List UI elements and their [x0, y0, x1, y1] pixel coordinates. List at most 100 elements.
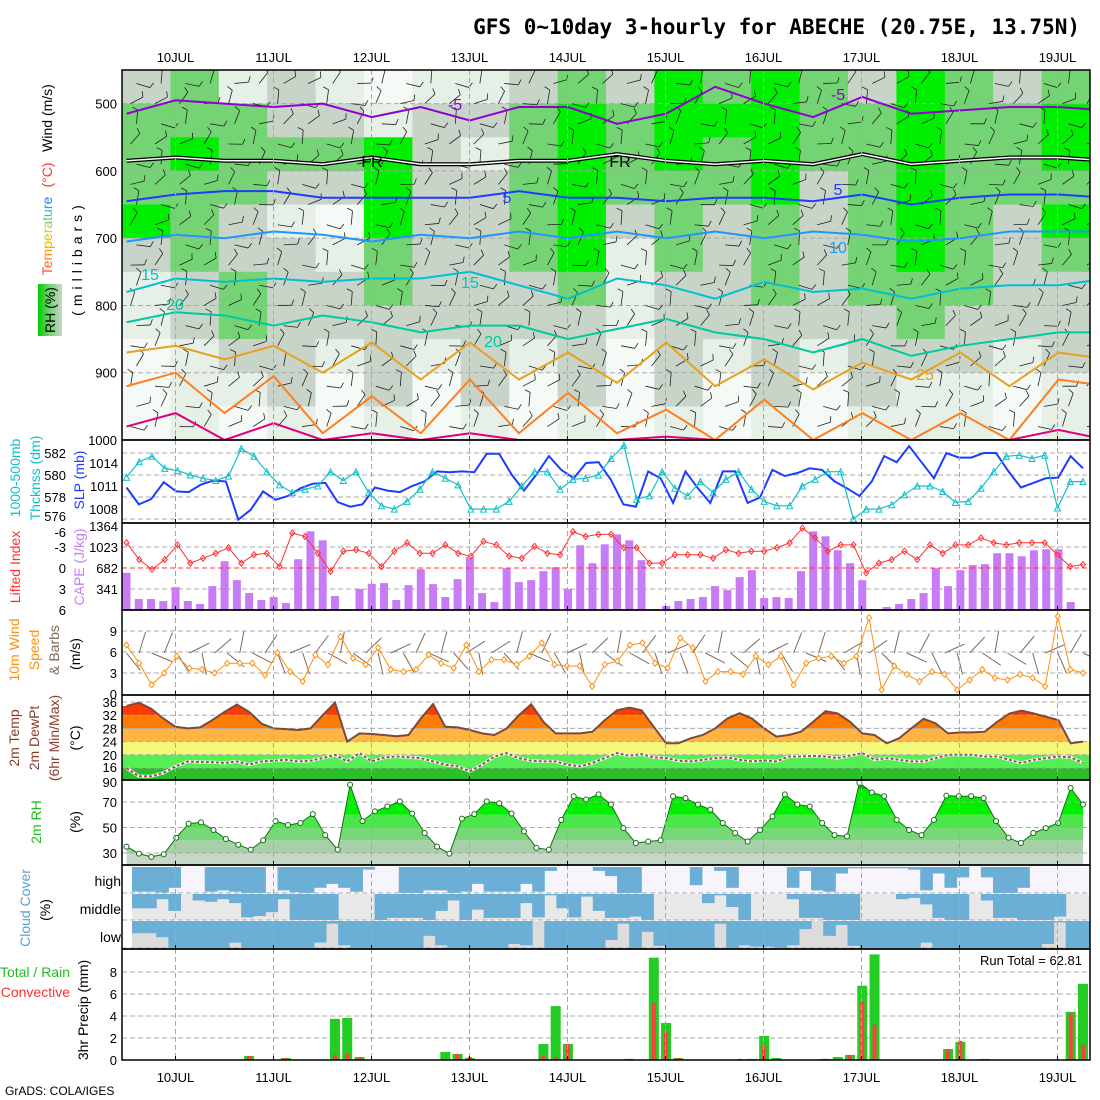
wind-barb — [130, 342, 148, 349]
wind-barb-shaft — [774, 244, 788, 250]
rh-cell — [267, 70, 317, 105]
wind-barb — [890, 102, 909, 109]
cape-bar — [330, 596, 339, 610]
li-marker — [684, 550, 691, 559]
rh-cell — [896, 305, 946, 340]
rh-cell — [751, 103, 801, 138]
wind-barb-shaft — [479, 284, 494, 290]
wind-barb-shaft — [939, 264, 954, 270]
wind-barb-flag — [544, 86, 550, 91]
wind-barb-shaft — [203, 414, 212, 427]
wind-barb-flag — [553, 329, 558, 336]
wind-barb-shaft — [970, 278, 984, 286]
rh-marker — [1005, 834, 1012, 841]
wind-barb-shaft — [602, 405, 617, 409]
wind-barb — [893, 631, 900, 654]
wind-barb — [1086, 302, 1090, 306]
axis-tick-label: 3 — [59, 582, 66, 597]
li-marker — [314, 549, 321, 558]
wind-speed-marker — [400, 667, 407, 676]
date-label: 19JUL — [1039, 1070, 1077, 1085]
wind-barb-flag — [346, 288, 353, 292]
cloud-bar-middle — [1005, 894, 1018, 918]
rh-marker — [359, 818, 366, 825]
wind-barb — [302, 418, 318, 427]
wind-barb — [1069, 633, 1082, 654]
wind-barb-shaft — [896, 365, 911, 368]
wind-barb-shaft — [970, 317, 983, 326]
wind-barb-shaft — [357, 160, 371, 165]
thickness-marker — [1002, 452, 1011, 460]
wind-barb — [253, 257, 270, 266]
cloud-bar-high — [338, 867, 351, 888]
wind-barb-shaft — [994, 273, 1004, 286]
cloud-bar-low — [568, 921, 582, 948]
wind-barb-flag — [836, 160, 841, 167]
wind-barb-shaft — [1093, 271, 1094, 285]
wind-barb-shaft — [577, 118, 592, 125]
cape-bar — [895, 604, 904, 610]
li-marker — [710, 554, 717, 562]
wind-barb-shaft — [571, 103, 586, 108]
wind-barb-flag — [198, 244, 203, 250]
wind-barb-shaft — [823, 163, 838, 167]
li-marker — [1067, 562, 1074, 571]
wind-barb-flag — [904, 417, 906, 424]
wind-barb-shaft — [1062, 254, 1072, 266]
wind-barb-shaft — [645, 143, 660, 148]
wind-barb-shaft — [504, 244, 518, 250]
wind-barb — [371, 409, 378, 427]
wind-barb — [504, 244, 522, 250]
wind-barb-shaft — [816, 90, 822, 104]
wind-barb — [816, 249, 828, 266]
axis-tick-label: 90 — [103, 775, 117, 790]
wind-barb — [982, 652, 1001, 666]
wind-barb-flag — [1033, 278, 1036, 285]
wind-barb-flag — [359, 106, 365, 112]
wind-speed-marker — [865, 613, 873, 622]
wind-barb — [549, 349, 556, 367]
wind-barb-shaft — [381, 123, 396, 125]
wind-barb-shaft — [430, 231, 435, 246]
wind-barb — [498, 212, 512, 226]
wind-barb-shaft — [964, 224, 979, 229]
rh-cell — [944, 238, 994, 273]
wind-barb — [767, 209, 780, 226]
wind-barb-flag — [1008, 159, 1012, 166]
wind-barb-shaft — [522, 212, 532, 225]
wind-barb-shaft — [160, 284, 175, 289]
li-marker — [518, 554, 526, 562]
cloud-panel — [122, 865, 1090, 949]
wind-barb — [841, 371, 854, 387]
wind-barb — [522, 99, 540, 106]
rh-cell — [557, 271, 607, 306]
rh-marker — [670, 793, 677, 800]
wind-barb — [541, 632, 552, 654]
wind-barb-flag — [1002, 179, 1006, 186]
wind-barb-shaft — [1062, 218, 1076, 226]
wind-barb — [820, 187, 826, 205]
cloud-bar-middle — [908, 894, 921, 898]
wind-barb-flag — [850, 371, 854, 378]
wind-barb-shaft — [405, 355, 417, 367]
cloud-bar-low — [920, 921, 933, 943]
wind-barb — [843, 389, 850, 407]
cloud-bar-middle — [847, 894, 861, 920]
wind-barb — [743, 131, 757, 145]
wind-barb-flag — [338, 269, 343, 276]
cloud-bar-low — [1077, 921, 1090, 948]
wind-barb-flag — [247, 242, 252, 249]
thickness-marker — [747, 485, 756, 493]
cloud-bar-high — [798, 867, 812, 871]
wind-barb-shaft — [350, 130, 355, 145]
wind-barb-flag — [1035, 368, 1042, 373]
precip-convective-bar — [553, 1057, 558, 1060]
wind-barb — [1093, 404, 1100, 409]
wind-barb-flag — [450, 106, 457, 111]
wind-barb-flag — [708, 220, 712, 227]
wind-barb-flag — [928, 303, 933, 309]
wind-barb — [547, 247, 555, 266]
wind-barb — [154, 381, 172, 388]
wind-barb-flag — [500, 86, 505, 92]
cloud-bar-low — [350, 921, 363, 948]
